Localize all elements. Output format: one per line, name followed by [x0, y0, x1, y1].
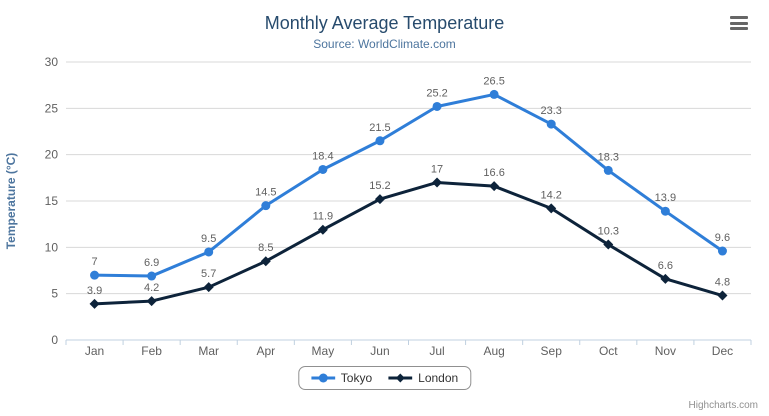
data-label: 5.7: [201, 268, 216, 280]
point-tokyo-dec[interactable]: [717, 246, 727, 256]
x-axis-label: Jan: [85, 344, 104, 358]
data-label: 18.4: [312, 150, 333, 162]
hamburger-menu-icon: [730, 21, 748, 25]
data-label: 7: [91, 256, 97, 268]
data-label: 23.3: [540, 105, 561, 117]
point-london-feb[interactable]: [146, 296, 157, 307]
x-axis-label: Feb: [141, 344, 162, 358]
point-tokyo-apr[interactable]: [261, 201, 271, 211]
data-label: 9.6: [715, 232, 730, 244]
data-label: 13.9: [655, 192, 676, 204]
data-label: 26.5: [483, 75, 504, 87]
x-axis-label: Aug: [483, 344, 504, 358]
data-label: 11.9: [313, 211, 334, 223]
point-tokyo-mar[interactable]: [204, 247, 214, 257]
point-tokyo-jan[interactable]: [90, 270, 100, 280]
x-axis-label: Oct: [599, 344, 618, 358]
x-axis-label: Jul: [429, 344, 444, 358]
point-tokyo-oct[interactable]: [603, 165, 613, 175]
x-axis-label: Jun: [370, 344, 389, 358]
point-tokyo-sep[interactable]: [546, 119, 556, 129]
credits-link[interactable]: Highcharts.com: [688, 400, 758, 411]
y-axis-label: 20: [45, 148, 59, 162]
point-london-dec[interactable]: [717, 290, 728, 301]
data-label: 18.3: [598, 151, 619, 163]
data-label: 4.2: [144, 282, 159, 294]
export-menu-button[interactable]: [730, 16, 748, 30]
data-label: 14.2: [540, 189, 561, 201]
point-tokyo-nov[interactable]: [660, 206, 670, 216]
point-tokyo-may[interactable]: [318, 164, 328, 174]
y-axis-label: 25: [45, 101, 59, 115]
legend-label: Tokyo: [340, 371, 373, 385]
y-axis-label: 15: [45, 194, 59, 208]
hamburger-menu-icon: [730, 27, 748, 30]
data-label: 14.5: [255, 187, 276, 199]
data-label: 16.6: [483, 167, 504, 179]
data-label: 4.8: [715, 277, 730, 289]
london-line-series[interactable]: [93, 180, 724, 306]
data-label: 10.3: [598, 226, 619, 238]
point-london-may[interactable]: [317, 224, 328, 235]
y-axis-label: 30: [45, 55, 59, 69]
legend-item-tokyo[interactable]: Tokyo: [310, 371, 373, 385]
point-tokyo-jul[interactable]: [432, 101, 442, 111]
point-london-mar[interactable]: [203, 282, 214, 293]
point-london-aug[interactable]: [489, 181, 500, 192]
data-label: 15.2: [369, 180, 390, 192]
point-tokyo-jun[interactable]: [375, 136, 385, 146]
legend: Tokyo London: [297, 366, 472, 390]
circle-marker-icon: [310, 373, 335, 383]
point-london-sep[interactable]: [546, 203, 557, 214]
legend-item-london[interactable]: London: [388, 371, 458, 385]
point-london-jun[interactable]: [374, 194, 385, 205]
y-axis-label: 5: [51, 287, 58, 301]
point-london-jul[interactable]: [432, 177, 443, 188]
y-axis-label: 0: [51, 333, 58, 347]
x-axis-label: Nov: [655, 344, 676, 358]
point-london-jan[interactable]: [89, 298, 100, 309]
point-tokyo-aug[interactable]: [489, 89, 499, 99]
chart-subtitle: Source: WorldClimate.com: [313, 37, 456, 51]
data-label: 6.6: [658, 260, 673, 272]
diamond-marker-icon: [388, 373, 413, 383]
x-axis-label: Sep: [541, 344, 563, 358]
x-axis-label: Dec: [712, 344, 733, 358]
chart-title: Monthly Average Temperature: [264, 13, 505, 33]
data-label: 21.5: [369, 122, 390, 134]
data-label: 6.9: [144, 257, 159, 269]
point-london-apr[interactable]: [260, 256, 271, 267]
hamburger-menu-icon: [730, 16, 748, 19]
point-london-nov[interactable]: [660, 273, 671, 284]
data-label: 8.5: [258, 242, 273, 254]
y-axis-title: Temperature (°C): [4, 153, 18, 250]
data-label: 9.5: [201, 233, 216, 245]
x-axis-label: May: [312, 344, 335, 358]
data-label: 3.9: [87, 285, 102, 297]
x-axis-label: Mar: [198, 344, 219, 358]
legend-label: London: [418, 371, 459, 385]
tokyo-line-series[interactable]: [93, 92, 724, 278]
point-london-oct[interactable]: [603, 239, 614, 250]
data-label: 25.2: [426, 87, 447, 99]
point-tokyo-feb[interactable]: [147, 271, 157, 281]
x-axis-label: Apr: [256, 344, 275, 358]
y-axis-label: 10: [45, 240, 59, 254]
data-label: 17: [431, 163, 443, 175]
